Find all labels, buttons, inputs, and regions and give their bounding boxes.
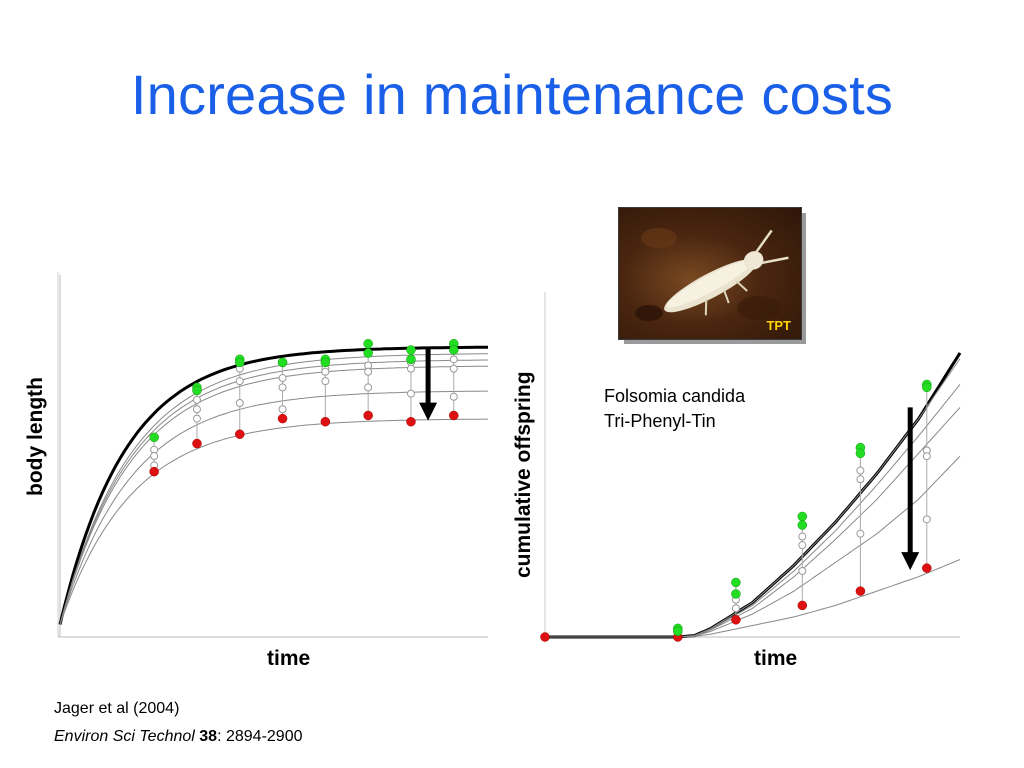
- citation-journal-line: Environ Sci Technol 38: 2894-2900: [54, 728, 302, 746]
- citation-volume: 38: [199, 728, 218, 745]
- citation-authors: Jager et al (2004): [54, 700, 180, 717]
- dose-data-point: [798, 566, 807, 575]
- dose-fit-line-5: [59, 418, 488, 625]
- dose-data-point: [278, 374, 287, 383]
- slide-title: Increase in maintenance costs: [130, 63, 894, 126]
- dose-fit-line-2: [59, 359, 488, 625]
- dose-data-point: [798, 532, 807, 541]
- dose-data-point: [364, 383, 373, 392]
- highest-dose-data-point: [406, 416, 416, 427]
- control-data-point: [363, 338, 373, 349]
- dose-data-point: [406, 364, 415, 373]
- highest-dose-data-point: [320, 416, 331, 427]
- x-axis-label-left: time: [267, 647, 311, 670]
- control-data-point: [320, 357, 331, 368]
- folsomia-photo: TPT: [618, 207, 802, 340]
- highest-dose-data-point: [277, 413, 288, 424]
- control-data-point: [277, 357, 288, 368]
- dose-data-point: [192, 414, 201, 423]
- control-data-point: [235, 357, 245, 368]
- dose-data-point: [449, 392, 458, 401]
- citation-pages: : 2894-2900: [217, 728, 303, 745]
- dose-fit-line-5: [545, 559, 961, 638]
- dose-data-point: [278, 383, 287, 392]
- species-info: Folsomia candida Tri-Phenyl-Tin: [604, 384, 745, 434]
- highest-dose-data-point: [731, 615, 741, 625]
- control-data-point: [673, 626, 683, 637]
- dose-fit-line-1: [59, 353, 488, 625]
- control-data-point: [406, 354, 416, 365]
- dose-fit-line-3: [59, 365, 488, 625]
- dose-data-point: [449, 355, 458, 364]
- dose-data-point: [321, 377, 330, 386]
- dose-data-point: [192, 395, 201, 404]
- dose-data-point: [856, 466, 865, 475]
- control-fit-line: [58, 345, 488, 625]
- dose-data-point: [731, 604, 740, 613]
- tpt-label: TPT: [766, 318, 791, 333]
- control-data-point: [797, 520, 808, 530]
- dose-data-point: [856, 475, 865, 484]
- control-data-point: [449, 345, 459, 355]
- springtail-illustration: [635, 228, 789, 321]
- control-data-point: [406, 345, 416, 355]
- dose-data-point: [235, 399, 244, 407]
- y-axis-label-cumulative-offspring: cumulative offspring: [512, 371, 535, 578]
- decrease-arrow-head: [419, 402, 438, 421]
- control-data-point: [363, 348, 373, 358]
- dose-data-point: [922, 452, 931, 461]
- highest-dose-data-point: [149, 466, 159, 477]
- control-data-point: [797, 511, 808, 522]
- dose-data-point: [856, 529, 865, 538]
- toxicant-name: Tri-Phenyl-Tin: [604, 411, 716, 431]
- highest-dose-data-point: [922, 563, 932, 573]
- control-data-point: [855, 448, 866, 459]
- dose-fit-line-4: [545, 455, 961, 638]
- control-data-point: [149, 432, 159, 443]
- highest-dose-data-point: [363, 410, 373, 421]
- highest-dose-data-point: [192, 438, 202, 449]
- control-data-point: [922, 382, 932, 393]
- control-data-point: [731, 589, 741, 599]
- control-data-point: [731, 577, 741, 588]
- dose-data-point: [798, 541, 807, 550]
- dose-data-point: [449, 364, 458, 373]
- x-axis-label-right: time: [754, 647, 798, 670]
- highest-dose-data-point: [855, 586, 866, 596]
- decrease-arrow-head: [901, 552, 920, 571]
- dose-data-point: [192, 405, 201, 414]
- dose-data-point: [406, 389, 415, 398]
- dose-data-point: [321, 367, 330, 376]
- dose-data-point: [278, 405, 287, 414]
- citation-journal: Environ Sci Technol: [54, 728, 195, 745]
- highest-dose-data-point: [235, 429, 245, 439]
- dose-data-point: [364, 367, 373, 376]
- highest-dose-data-point: [449, 410, 459, 421]
- control-data-point: [192, 385, 202, 396]
- dose-data-point: [235, 377, 244, 386]
- dose-fit-line-4: [59, 390, 488, 625]
- species-name: Folsomia candida: [604, 386, 746, 406]
- dose-data-point: [150, 452, 159, 461]
- highest-dose-data-point: [540, 632, 550, 642]
- dose-data-point: [922, 515, 931, 524]
- highest-dose-data-point: [797, 600, 808, 611]
